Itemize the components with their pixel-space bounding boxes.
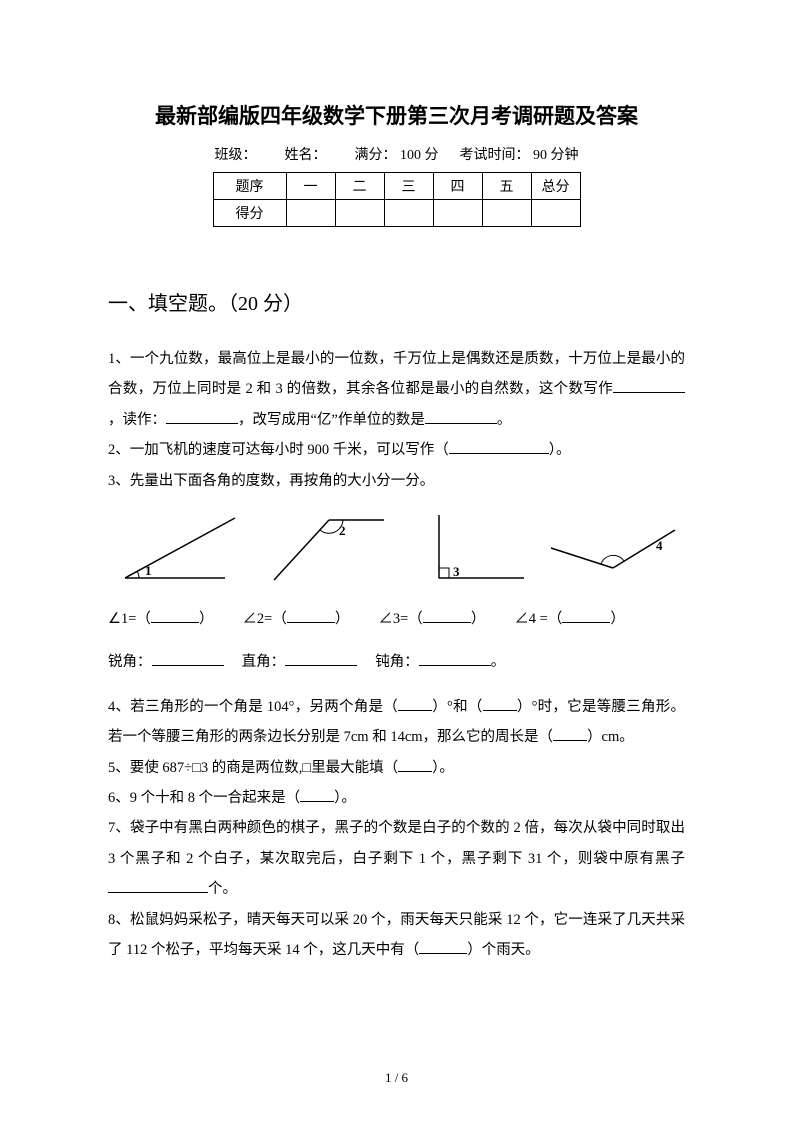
a1a: ∠1=（	[108, 611, 151, 627]
blank	[398, 758, 432, 772]
question-7: 7、袋子中有黑白两种颜色的棋子，黑子的个数是白子的个数的 2 倍，每次从袋中同时…	[108, 813, 685, 904]
score-cell	[384, 200, 433, 227]
angle-figures-row: 1 2 3 4	[108, 510, 685, 590]
blank	[449, 440, 549, 454]
blank	[419, 652, 491, 666]
right-label: 直角：	[242, 654, 286, 670]
a1b: ）	[199, 611, 214, 627]
blank	[287, 609, 335, 623]
score-table-score-row: 得分	[213, 200, 580, 227]
q2-text-a: 2、一加飞机的速度可达每小时 900 千米，可以写作（	[108, 442, 449, 458]
question-6: 6、9 个十和 8 个一合起来是（ ）。	[108, 783, 685, 813]
score-col: 二	[335, 173, 384, 200]
a4b: ）	[610, 611, 625, 627]
score-cell	[531, 200, 580, 227]
class-label: 班级：	[215, 144, 257, 164]
blank	[562, 609, 610, 623]
time-label: 考试时间：	[460, 144, 530, 164]
blank	[300, 788, 334, 802]
score-cell	[286, 200, 335, 227]
full-label: 满分：	[355, 144, 397, 164]
time-value: 90 分钟	[533, 144, 579, 164]
angle-class-line: 锐角： 直角： 钝角： 。	[108, 648, 685, 677]
q7a: 7、袋子中有黑白两种颜色的棋子，黑子的个数是白子的个数的 2 倍，每次从袋中同时…	[108, 820, 685, 866]
angle-1-label: 1	[145, 563, 152, 578]
q5b: ）。	[432, 760, 454, 776]
a2a: ∠2=（	[242, 611, 286, 627]
angle-3-icon: 3	[404, 510, 534, 585]
score-cell	[335, 200, 384, 227]
angle-1-figure: 1	[108, 510, 252, 590]
blank	[398, 697, 432, 711]
blank	[425, 410, 497, 424]
score-table: 题序 一 二 三 四 五 总分 得分	[213, 172, 581, 227]
page: 最新部编版四年级数学下册第三次月考调研题及答案 班级： 姓名： 满分： 100 …	[0, 0, 793, 1122]
score-col: 总分	[531, 173, 580, 200]
angle-answers-line: ∠1=（ ） ∠2=（ ） ∠3=（ ） ∠4 =（ ）	[108, 605, 685, 634]
a3a: ∠3=（	[378, 611, 422, 627]
score-col: 五	[482, 173, 531, 200]
score-cell	[433, 200, 482, 227]
score-table-header-row: 题序 一 二 三 四 五 总分	[213, 173, 580, 200]
blank	[151, 609, 199, 623]
angle-4-figure: 4	[541, 510, 685, 590]
score-col: 一	[286, 173, 335, 200]
blank	[553, 727, 587, 741]
q1-text-b: ，读作：	[108, 412, 166, 428]
score-header-label: 题序	[213, 173, 286, 200]
doc-title: 最新部编版四年级数学下册第三次月考调研题及答案	[108, 100, 685, 130]
obtuse-label: 钝角：	[375, 654, 419, 670]
name-label: 姓名：	[285, 144, 327, 164]
question-4: 4、若三角形的一个角是 104°，另两个角是（）°和（）°时，它是等腰三角形。若…	[108, 692, 685, 753]
q4a: 4、若三角形的一个角是 104°，另两个角是（	[108, 699, 398, 715]
acute-label: 锐角：	[108, 654, 152, 670]
full-value: 100 分	[400, 144, 439, 164]
blank	[166, 410, 238, 424]
q6a: 6、9 个十和 8 个一合起来是（	[108, 790, 300, 806]
section-1-heading: 一、填空题。（20 分）	[108, 287, 685, 316]
page-number: 1 / 6	[0, 1070, 793, 1086]
q4b: ）°和（	[432, 699, 483, 715]
q5a: 5、要使 687÷□3 的商是两位数,□里最大能填（	[108, 760, 398, 776]
question-5: 5、要使 687÷□3 的商是两位数,□里最大能填（ ）。	[108, 753, 685, 783]
q2-text-b: ）。	[549, 442, 571, 458]
q7b: 个。	[208, 881, 237, 897]
blank	[285, 652, 357, 666]
q1-text-a: 1、一个九位数，最高位上是最小的一位数，千万位上是偶数还是质数，十万位上是最小的…	[108, 351, 685, 397]
blank	[483, 697, 517, 711]
blank	[613, 379, 685, 393]
q1-text-d: 。	[497, 412, 512, 428]
angle-1-icon: 1	[115, 510, 245, 585]
q8a: 8、松鼠妈妈采松子，晴天每天可以采 20 个，雨天每天只能采 12 个，它一连采…	[108, 912, 685, 958]
angle-2-figure: 2	[252, 510, 396, 590]
question-2: 2、一加飞机的速度可达每小时 900 千米，可以写作（ ）。	[108, 435, 685, 465]
blank	[419, 940, 467, 954]
question-3: 3、先量出下面各角的度数，再按角的大小分一分。	[108, 466, 685, 496]
a2b: ）	[335, 611, 350, 627]
period: 。	[491, 654, 506, 670]
angle-4-label: 4	[656, 538, 663, 553]
blank	[152, 652, 224, 666]
question-8: 8、松鼠妈妈采松子，晴天每天可以采 20 个，雨天每天只能采 12 个，它一连采…	[108, 905, 685, 966]
angle-3-figure: 3	[397, 510, 541, 590]
a4a: ∠4 =（	[514, 611, 562, 627]
score-row-label: 得分	[213, 200, 286, 227]
angle-3-label: 3	[453, 564, 460, 579]
blank	[423, 609, 471, 623]
score-col: 三	[384, 173, 433, 200]
a3b: ）	[471, 611, 486, 627]
blank	[108, 879, 208, 893]
angle-4-icon: 4	[543, 510, 683, 585]
meta-line: 班级： 姓名： 满分： 100 分 考试时间： 90 分钟	[108, 144, 685, 164]
score-cell	[482, 200, 531, 227]
q6b: ）。	[334, 790, 356, 806]
angle-2-icon: 2	[259, 510, 389, 585]
q1-text-c: ，改写成用“亿”作单位的数是	[238, 412, 425, 428]
angle-2-label: 2	[339, 523, 346, 538]
question-1: 1、一个九位数，最高位上是最小的一位数，千万位上是偶数还是质数，十万位上是最小的…	[108, 344, 685, 435]
score-col: 四	[433, 173, 482, 200]
q4d: ）cm。	[587, 729, 634, 745]
q8b: ）个雨天。	[467, 942, 540, 958]
